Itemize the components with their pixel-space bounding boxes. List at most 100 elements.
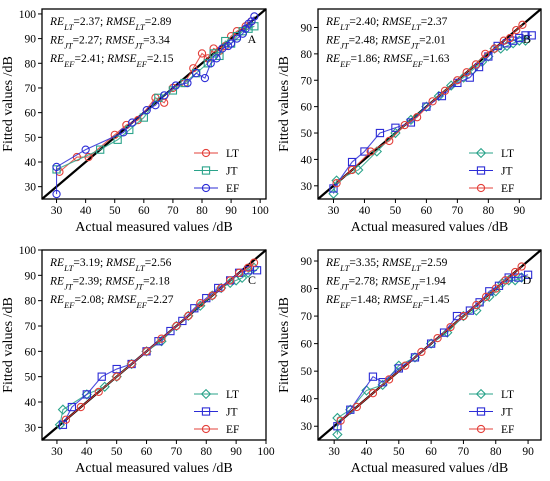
annotation-text: RMSE — [106, 53, 136, 65]
annotation-text: RMSE — [105, 257, 135, 269]
x-tick-label: 60 — [141, 446, 153, 458]
y-tick-label: 30 — [301, 181, 313, 193]
annotation-text: RE — [49, 294, 64, 306]
plot-frame — [317, 249, 542, 441]
point-JT — [215, 51, 224, 61]
y-tick-label: 100 — [19, 245, 37, 257]
legend-marker-EF — [476, 424, 486, 434]
metric-annotation: RELT=2.37; RMSELT=2.89 — [49, 16, 172, 32]
annotation-text: RMSE — [105, 16, 135, 28]
point-JT — [178, 316, 187, 326]
trend-line-EF — [340, 266, 522, 422]
y-tick-label: 90 — [25, 270, 37, 282]
annotation-subscript: JT — [411, 282, 421, 292]
annotation-subscript: JT — [340, 282, 350, 292]
point-EF — [94, 387, 103, 397]
point-EF — [232, 34, 242, 43]
annotation-text: =1.45 — [423, 294, 450, 306]
y-tick-label: 60 — [25, 346, 37, 358]
y-tick-label: 80 — [25, 296, 37, 308]
x-tick-label: 40 — [81, 446, 93, 458]
annotation-subscript: LT — [410, 263, 422, 273]
point-EF — [517, 262, 526, 271]
point-EF — [446, 322, 455, 332]
y-tick-label: 80 — [25, 58, 37, 70]
metric-annotation: REEF=2.08; RMSEEF=2.27 — [49, 294, 174, 310]
series-LT — [54, 262, 260, 430]
y-tick-label: 40 — [25, 157, 37, 169]
annotation-subscript: EF — [63, 59, 75, 69]
point-EF — [243, 263, 253, 272]
point-JT — [244, 24, 253, 33]
point-JT — [465, 306, 475, 315]
point-EF — [234, 268, 244, 277]
x-tick-label: 60 — [425, 446, 437, 458]
point-EF — [490, 44, 499, 53]
annotation-text: =1.86; — [350, 53, 383, 65]
point-EF — [368, 389, 378, 398]
point-JT — [67, 402, 77, 412]
annotation-text: =3.19; — [73, 257, 106, 269]
x-tick-label: 80 — [196, 205, 208, 217]
annotation-text: RMSE — [106, 294, 136, 306]
x-tick-label: 50 — [109, 205, 121, 217]
annotation-text: =2.15 — [147, 53, 174, 65]
point-JT — [375, 128, 385, 138]
point-JT — [190, 304, 199, 313]
y-tick-label: 40 — [301, 154, 313, 166]
annotation-text: =3.34 — [143, 35, 170, 47]
x-axis-label: Actual measured values /dB — [75, 220, 232, 235]
point-JT — [439, 328, 449, 337]
legend-label-LT: LT — [501, 148, 514, 160]
point-EF — [417, 347, 426, 357]
annotation-subscript: LT — [134, 263, 146, 273]
annotation-text: =2.37 — [421, 16, 448, 28]
trend-line-EF — [55, 16, 255, 195]
x-tick-label: 90 — [522, 446, 534, 458]
annotation-text: =2.37; — [73, 16, 106, 28]
x-tick-label: 70 — [171, 446, 183, 458]
legend-marker-JT — [201, 166, 211, 175]
point-EF — [157, 334, 166, 343]
annotation-subscript: LT — [63, 263, 75, 273]
plot-frame — [317, 8, 542, 200]
y-tick-label: 70 — [301, 75, 313, 87]
point-EF — [352, 402, 361, 412]
point-JT — [426, 339, 436, 348]
x-tick-label: 100 — [252, 205, 270, 217]
point-EF — [226, 276, 235, 285]
annotation-subscript: EF — [412, 59, 424, 69]
annotation-text: RE — [49, 16, 64, 28]
point-JT — [410, 353, 420, 362]
legend-label-LT: LT — [226, 389, 239, 401]
annotation-subscript: EF — [339, 59, 351, 69]
point-EF — [491, 284, 500, 293]
x-tick-label: 30 — [51, 205, 63, 217]
y-axis-label: Fitted values /dB — [277, 56, 292, 152]
point-LT — [54, 419, 66, 430]
y-tick-label: 60 — [301, 339, 313, 351]
annotation-subscript: LT — [63, 22, 75, 32]
point-JT — [82, 390, 91, 399]
y-tick-label: 90 — [25, 34, 37, 46]
annotation-text: =3.35; — [349, 257, 382, 269]
legend-label-EF: EF — [501, 183, 514, 195]
point-LT — [409, 352, 421, 363]
point-LT — [377, 379, 388, 391]
annotation-text: =1.94 — [419, 276, 446, 288]
y-axis-label: Fitted values /dB — [1, 56, 16, 152]
point-EF — [428, 97, 437, 106]
point-JT — [360, 147, 369, 156]
point-EF — [332, 179, 341, 188]
x-tick-label: 80 — [483, 205, 495, 217]
annotation-text: RE — [49, 257, 64, 269]
point-EF — [81, 145, 90, 154]
annotation-subscript: JT — [64, 41, 74, 51]
y-tick-label: 50 — [25, 372, 37, 384]
x-tick-label: 50 — [390, 205, 402, 217]
point-EF — [347, 165, 357, 175]
point-LT — [332, 429, 343, 440]
legend-label-JT: JT — [226, 166, 238, 178]
point-EF — [128, 118, 137, 127]
legend-label-EF: EF — [226, 424, 239, 436]
